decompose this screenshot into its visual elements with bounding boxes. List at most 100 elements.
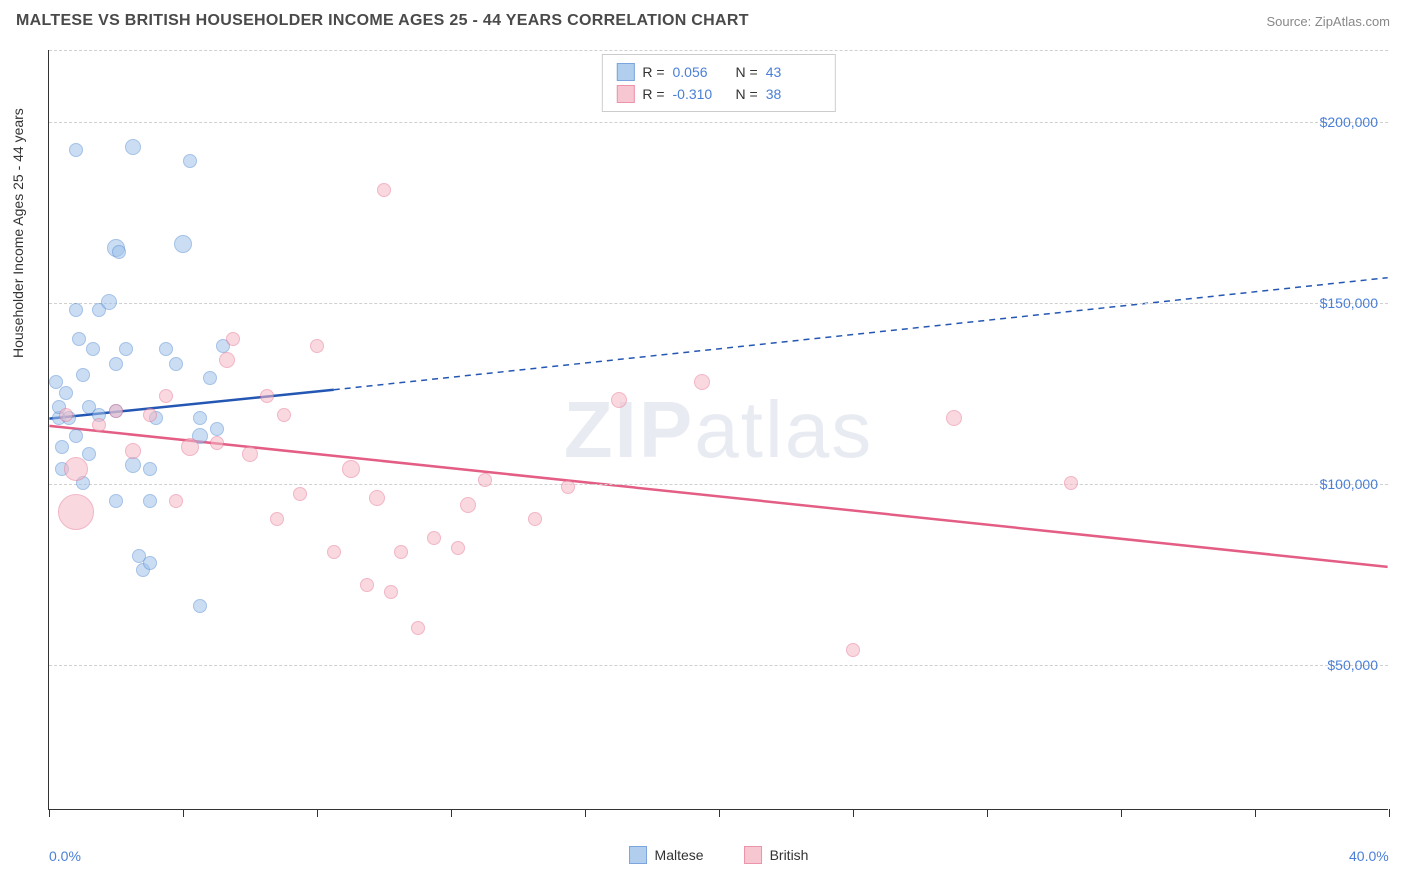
trendline-dashed-maltese: [334, 278, 1388, 390]
stats-swatch: [616, 63, 634, 81]
scatter-point-british: [369, 490, 385, 506]
scatter-point-maltese: [183, 154, 197, 168]
scatter-point-british: [946, 410, 962, 426]
scatter-point-maltese: [112, 245, 126, 259]
scatter-point-british: [210, 436, 224, 450]
legend-swatch: [629, 846, 647, 864]
scatter-point-maltese: [49, 375, 63, 389]
x-tick: [853, 809, 854, 817]
scatter-point-british: [384, 585, 398, 599]
chart-source: Source: ZipAtlas.com: [1266, 14, 1390, 29]
chart-title: MALTESE VS BRITISH HOUSEHOLDER INCOME AG…: [16, 12, 749, 30]
scatter-point-british: [327, 545, 341, 559]
scatter-point-british: [460, 497, 476, 513]
scatter-point-maltese: [143, 556, 157, 570]
scatter-point-maltese: [69, 429, 83, 443]
scatter-point-maltese: [72, 332, 86, 346]
r-label: R =: [642, 83, 664, 105]
r-value: -0.310: [673, 83, 728, 105]
trend-lines: [49, 50, 1388, 809]
scatter-point-maltese: [86, 342, 100, 356]
y-tick-label: $50,000: [1327, 657, 1378, 673]
scatter-point-maltese: [210, 422, 224, 436]
gridline-horizontal: [49, 303, 1388, 304]
scatter-point-british: [528, 512, 542, 526]
scatter-point-british: [159, 389, 173, 403]
scatter-point-maltese: [193, 411, 207, 425]
scatter-point-maltese: [101, 294, 117, 310]
scatter-point-maltese: [125, 457, 141, 473]
y-axis-label: Householder Income Ages 25 - 44 years: [10, 108, 26, 358]
scatter-point-british: [143, 408, 157, 422]
x-tick: [585, 809, 586, 817]
stats-legend-box: R = 0.056 N = 43 R = -0.310 N = 38: [601, 54, 835, 112]
y-tick-label: $150,000: [1320, 295, 1378, 311]
scatter-point-british: [377, 183, 391, 197]
scatter-point-maltese: [193, 599, 207, 613]
scatter-point-british: [427, 531, 441, 545]
legend-swatch: [744, 846, 762, 864]
scatter-point-british: [125, 443, 141, 459]
scatter-point-maltese: [82, 447, 96, 461]
scatter-point-british: [226, 332, 240, 346]
scatter-point-british: [561, 480, 575, 494]
scatter-point-british: [270, 512, 284, 526]
n-value: 43: [766, 61, 821, 83]
gridline-horizontal: [49, 50, 1388, 51]
scatter-point-british: [1064, 476, 1078, 490]
scatter-point-maltese: [125, 139, 141, 155]
scatter-point-british: [277, 408, 291, 422]
stats-row-british: R = -0.310 N = 38: [616, 83, 820, 105]
scatter-point-british: [846, 643, 860, 657]
scatter-point-british: [293, 487, 307, 501]
n-label: N =: [736, 61, 758, 83]
scatter-point-british: [92, 418, 106, 432]
x-tick: [1389, 809, 1390, 817]
scatter-point-maltese: [76, 368, 90, 382]
scatter-point-maltese: [109, 494, 123, 508]
x-tick: [1255, 809, 1256, 817]
legend-label: British: [770, 847, 809, 863]
n-value: 38: [766, 83, 821, 105]
scatter-point-british: [411, 621, 425, 635]
x-tick: [719, 809, 720, 817]
scatter-point-british: [219, 352, 235, 368]
scatter-point-maltese: [69, 143, 83, 157]
x-tick: [49, 809, 50, 817]
x-tick-label: 0.0%: [49, 848, 81, 864]
stats-swatch: [616, 85, 634, 103]
scatter-point-british: [310, 339, 324, 353]
scatter-point-british: [242, 446, 258, 462]
x-tick: [317, 809, 318, 817]
scatter-point-british: [64, 457, 88, 481]
scatter-point-maltese: [59, 386, 73, 400]
n-label: N =: [736, 83, 758, 105]
scatter-point-maltese: [119, 342, 133, 356]
scatter-point-maltese: [203, 371, 217, 385]
scatter-point-british: [394, 545, 408, 559]
scatter-point-maltese: [143, 462, 157, 476]
r-label: R =: [642, 61, 664, 83]
y-tick-label: $100,000: [1320, 476, 1378, 492]
x-tick: [1121, 809, 1122, 817]
legend-bottom: Maltese British: [629, 846, 809, 864]
chart-plot-area: ZIPatlas R = 0.056 N = 43 R = -0.310 N =…: [48, 50, 1388, 810]
gridline-horizontal: [49, 665, 1388, 666]
scatter-point-british: [260, 389, 274, 403]
y-tick-label: $200,000: [1320, 114, 1378, 130]
scatter-point-british: [169, 494, 183, 508]
scatter-point-maltese: [69, 303, 83, 317]
scatter-point-british: [109, 404, 123, 418]
scatter-point-british: [342, 460, 360, 478]
x-tick: [987, 809, 988, 817]
scatter-point-maltese: [169, 357, 183, 371]
scatter-point-maltese: [109, 357, 123, 371]
stats-row-maltese: R = 0.056 N = 43: [616, 61, 820, 83]
legend-item-maltese: Maltese: [629, 846, 704, 864]
scatter-point-british: [451, 541, 465, 555]
x-tick: [183, 809, 184, 817]
x-tick: [451, 809, 452, 817]
scatter-point-maltese: [55, 440, 69, 454]
scatter-point-british: [181, 438, 199, 456]
legend-item-british: British: [744, 846, 809, 864]
